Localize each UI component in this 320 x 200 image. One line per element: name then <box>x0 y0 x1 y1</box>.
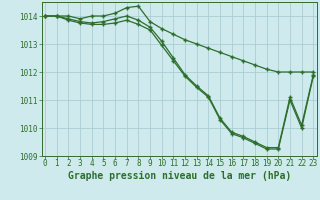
X-axis label: Graphe pression niveau de la mer (hPa): Graphe pression niveau de la mer (hPa) <box>68 171 291 181</box>
